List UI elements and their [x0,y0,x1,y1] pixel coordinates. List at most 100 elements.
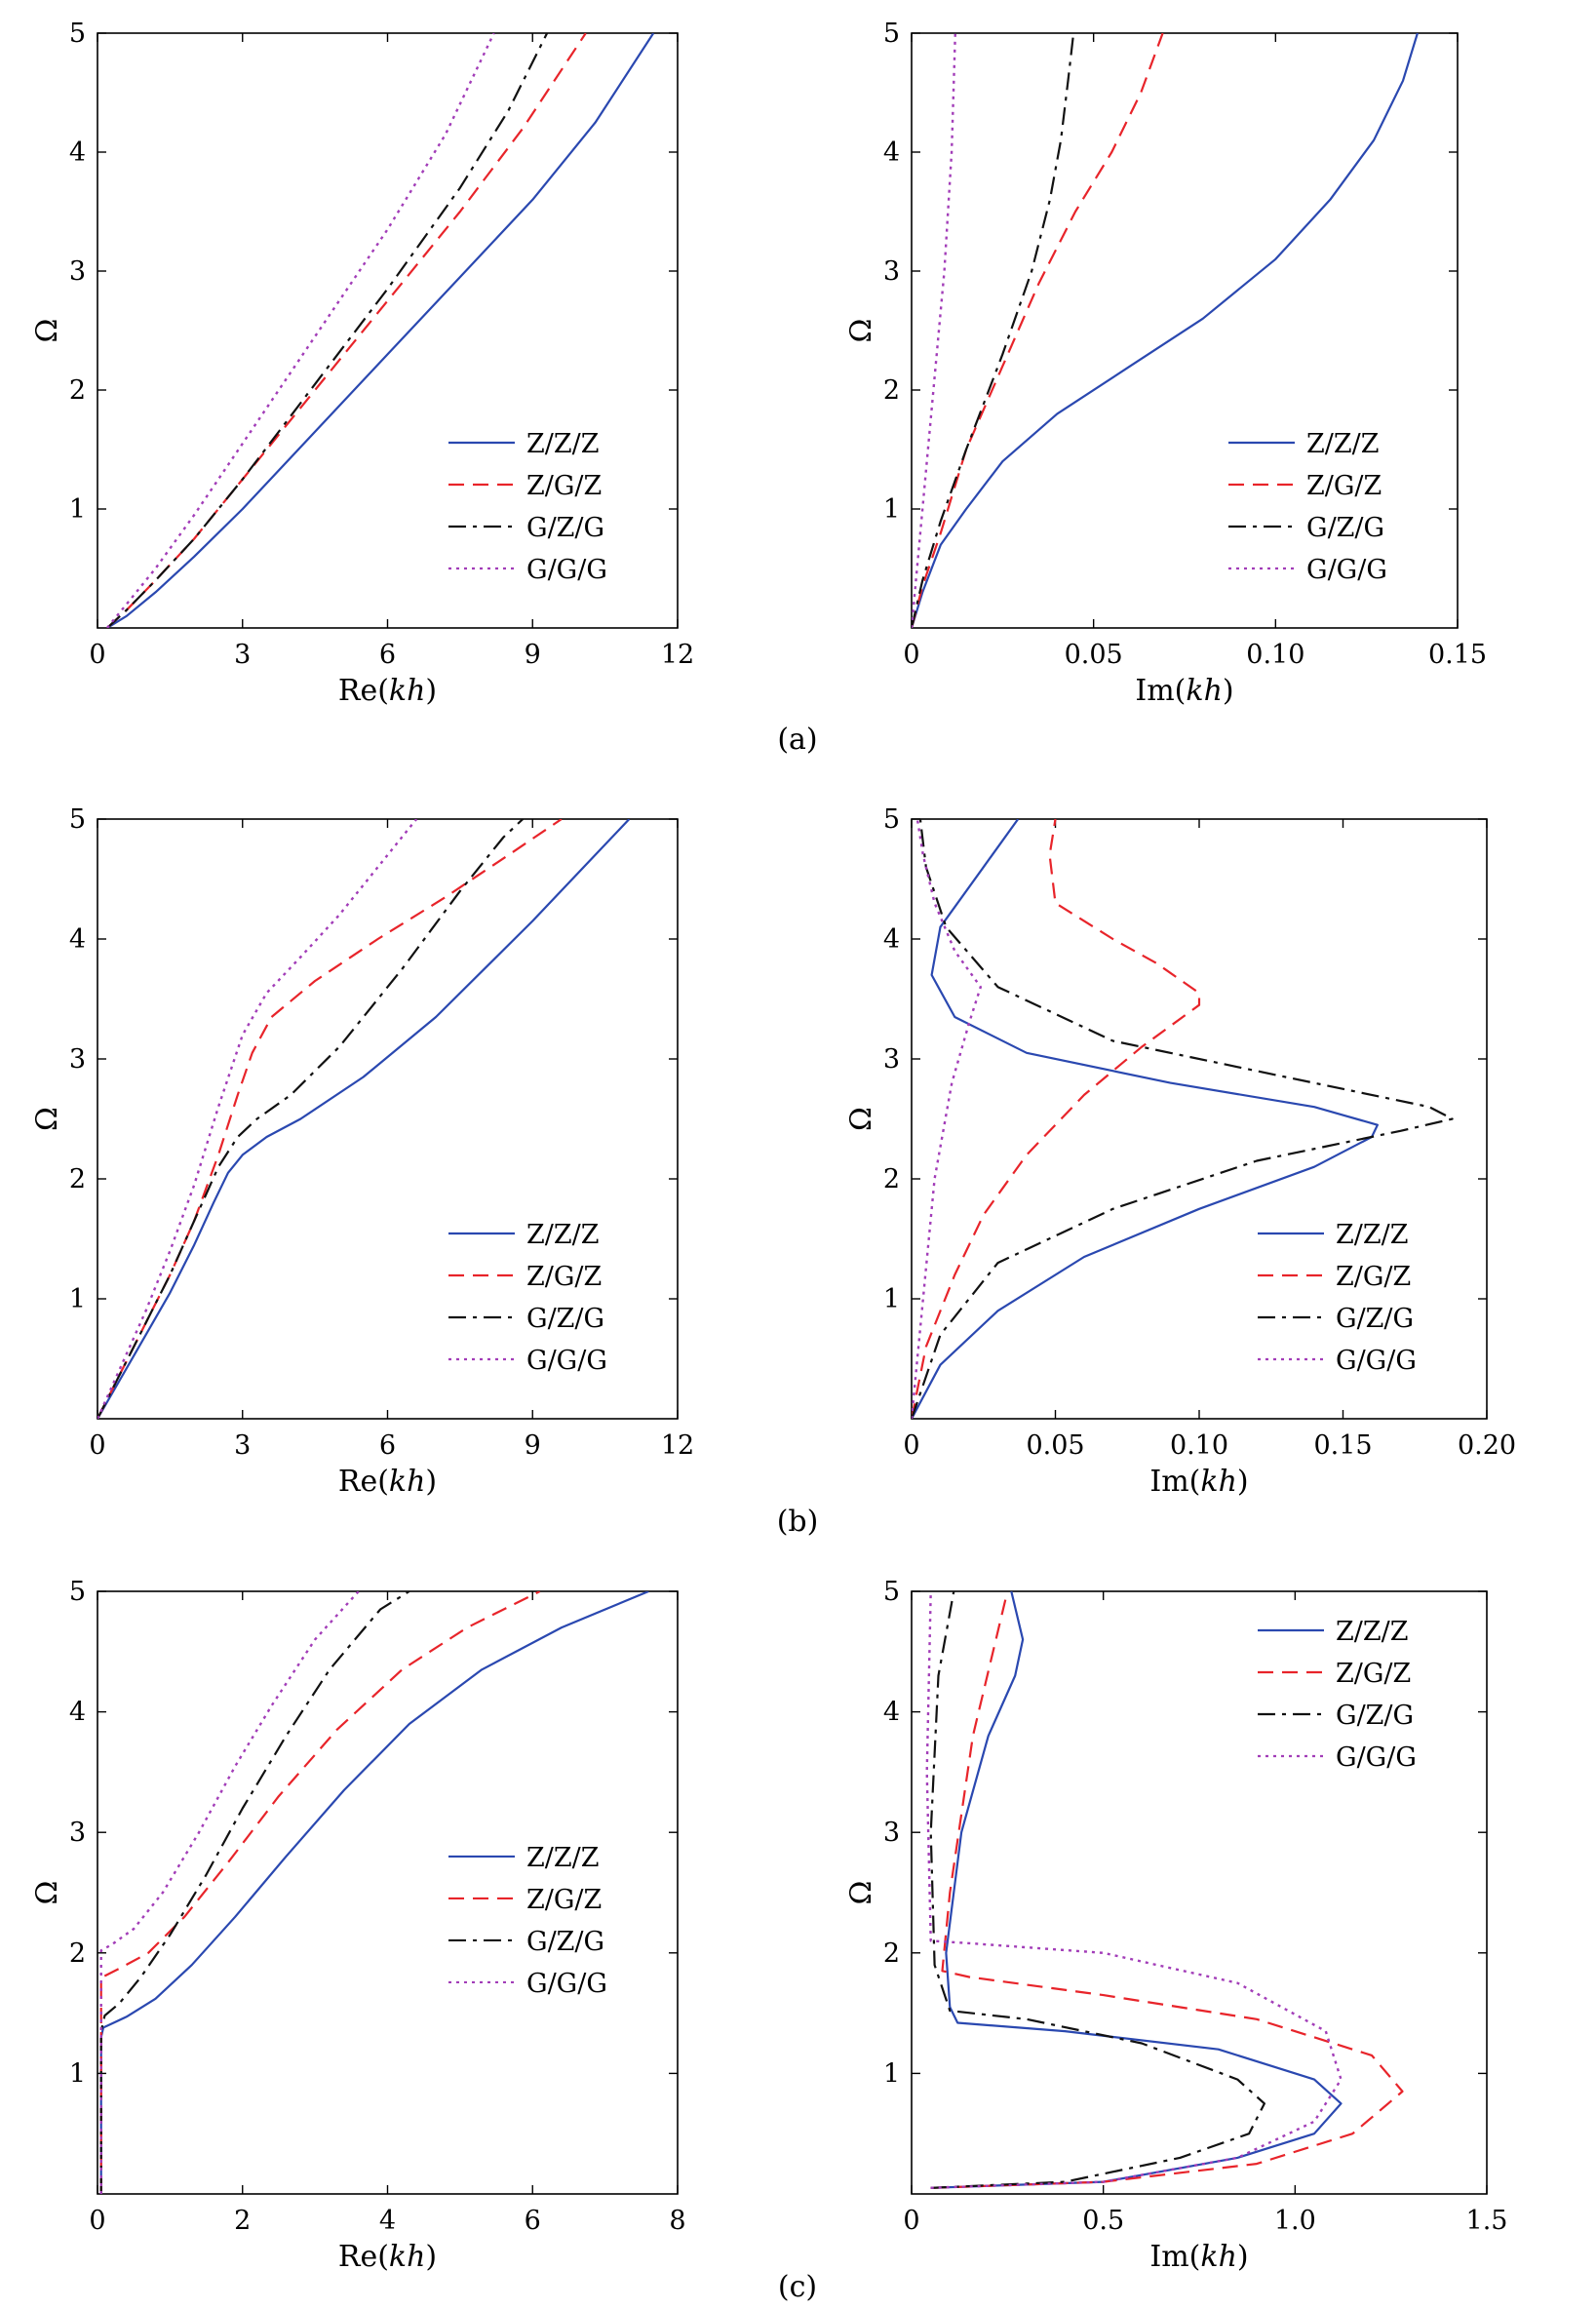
y-tick-label: 5 [69,804,86,835]
x-tick-label: 0.15 [1313,1430,1372,1461]
legend: Z/Z/Z Z/G/Z G/Z/G G/G/G [448,429,607,585]
x-tick-label: 0 [903,1430,919,1461]
series-line-z-g-z [912,819,1201,1419]
x-tick-label: 0 [89,640,105,670]
y-tick-label: 5 [883,19,900,49]
x-axis-label: Im(kh) [1149,2240,1248,2274]
chart-b-right: 0 0.05 0.10 0.15 0.20 1 2 3 4 5 Im(kh) Ω Z/Z/Z Z/G/Z G… [844,804,1516,1499]
legend-label: Z/Z/Z [1336,1220,1408,1250]
y-tick-label: 1 [69,494,86,525]
x-tick-label: 0.10 [1246,640,1304,670]
legend-label: Z/Z/Z [1306,429,1379,459]
series-line-g-z-g [99,1591,410,2194]
x-tick-label: 3 [234,1430,251,1461]
series-line-g-z-g [912,819,1454,1419]
y-tick-label: 1 [69,1284,86,1314]
y-tick-label: 2 [883,1938,900,1969]
legend-label: G/G/G [1336,1742,1417,1773]
y-tick-label: 1 [883,1284,900,1314]
legend-label: G/G/G [1306,555,1387,585]
y-tick-label: 2 [883,375,900,406]
legend-label: Z/Z/Z [526,1843,599,1873]
legend-label: Z/Z/Z [526,1220,599,1250]
y-tick-label: 5 [69,19,86,49]
x-tick-label: 12 [661,640,694,670]
y-tick-label: 4 [69,924,86,955]
legend: Z/Z/Z Z/G/Z G/Z/G G/G/G [448,1220,607,1376]
chart-c-left: 0 2 4 6 8 1 2 3 4 5 Re(kh) Ω Z/Z/Z Z/G/Z G/Z/G G/G/G [30,1577,686,2274]
y-tick-label: 3 [883,1818,900,1848]
series-line-g-z-g [912,33,1075,628]
x-tick-label: 9 [525,1430,541,1461]
y-tick-label: 2 [69,1938,86,1969]
y-tick-label: 4 [883,924,900,955]
x-tick-label: 1.5 [1466,2206,1508,2236]
series-line-g-z-g [97,819,525,1419]
legend: Z/Z/Z Z/G/Z G/Z/G G/G/G [448,1843,607,1999]
x-axis-label: Im(kh) [1149,1465,1248,1499]
legend-label: Z/Z/Z [526,429,599,459]
series-line-z-g-z [930,1591,1404,2189]
y-axis-label: Ω [30,319,64,343]
legend: Z/Z/Z Z/G/Z G/Z/G G/G/G [1258,1220,1417,1376]
series-line-g-z-g [929,1591,1266,2189]
series-line-z-g-z [106,33,587,628]
series-line-z-z-z [912,819,1380,1419]
y-tick-label: 3 [883,256,900,287]
legend-label: G/G/G [526,1346,607,1376]
plot-frame [911,1590,1488,2195]
x-tick-label: 9 [525,640,541,670]
legend-label: G/G/G [1336,1346,1417,1376]
legend-label: G/Z/G [526,1927,604,1957]
legend-label: G/Z/G [1336,1304,1414,1334]
y-tick-label: 2 [69,375,86,406]
panel-label-b: (b) [777,1505,819,1539]
y-axis-label: Ω [844,1107,878,1131]
y-tick-label: 4 [883,1698,900,1728]
x-axis-label: Re(kh) [338,2240,437,2274]
x-tick-label: 0 [903,2206,919,2236]
legend-label: G/Z/G [526,513,604,543]
x-tick-label: 0 [903,640,919,670]
series-line-g-g-g [105,33,495,628]
legend-label: G/G/G [526,555,607,585]
y-axis-label: Ω [844,319,878,343]
y-tick-label: 4 [69,137,86,168]
series-line-z-z-z [97,819,631,1419]
y-tick-label: 2 [69,1164,86,1194]
series-line-g-g-g [912,819,982,1419]
x-tick-label: 0.15 [1428,640,1487,670]
legend-label: Z/G/Z [1306,471,1382,501]
y-tick-label: 3 [69,1818,86,1848]
x-tick-label: 4 [379,2206,396,2236]
legend-label: G/Z/G [1306,513,1384,543]
legend-label: G/G/G [526,1969,607,1999]
x-tick-label: 2 [234,2206,251,2236]
x-tick-label: 6 [525,2206,541,2236]
y-tick-label: 2 [883,1164,900,1194]
series-line-z-z-z [99,1591,649,2194]
x-tick-label: 0.05 [1065,640,1123,670]
legend-label: Z/G/Z [526,471,602,501]
series-line-g-g-g [99,1591,360,2194]
y-tick-label: 4 [69,1698,86,1728]
legend-label: Z/G/Z [526,1885,602,1915]
x-tick-label: 3 [234,640,251,670]
x-tick-label: 0 [89,2206,105,2236]
y-tick-label: 5 [883,1577,900,1607]
y-tick-label: 5 [883,804,900,835]
x-tick-label: 6 [379,1430,396,1461]
y-tick-label: 5 [69,1577,86,1607]
y-axis-label: Ω [30,1881,64,1905]
legend-label: G/Z/G [526,1304,604,1334]
x-tick-label: 12 [661,1430,694,1461]
x-tick-label: 0.05 [1026,1430,1084,1461]
x-tick-label: 6 [379,640,396,670]
series-line-z-z-z [106,33,655,628]
legend: Z/Z/Z Z/G/Z G/Z/G G/G/G [1228,429,1387,585]
chart-c-right: 0 0.5 1.0 1.5 1 2 3 4 5 Im(kh) Ω Z/Z/Z Z/G/Z G/Z/G G/G… [844,1577,1507,2274]
